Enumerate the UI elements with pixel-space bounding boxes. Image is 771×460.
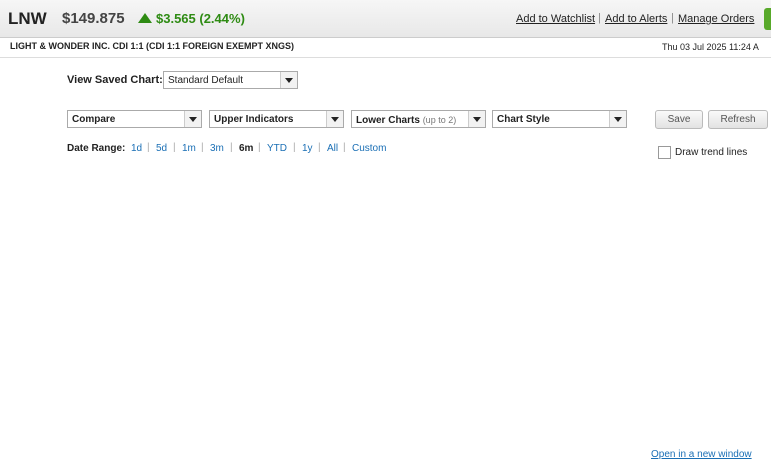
- range-link[interactable]: 1y: [302, 143, 313, 154]
- link[interactable]: Add to Watchlist: [516, 13, 596, 25]
- dropdown-label: Upper Indicators: [214, 114, 294, 125]
- range-link[interactable]: Custom: [352, 143, 387, 154]
- top-bar: [0, 0, 771, 38]
- range-link[interactable]: 3m: [210, 143, 224, 154]
- dropdown[interactable]: Compare: [67, 110, 202, 128]
- link[interactable]: Manage Orders: [678, 13, 755, 25]
- sep: |: [671, 12, 674, 24]
- range-label: Date Range:: [67, 143, 126, 154]
- up-arrow: 180170160150140130120'25FebruaryMarchApr…: [138, 13, 152, 23]
- sep: |: [147, 142, 150, 153]
- sep: |: [258, 142, 261, 153]
- dropdown-label: Chart Style: [497, 114, 550, 125]
- sep: |: [293, 142, 296, 153]
- company: LIGHT & WONDER INC. CDI 1:1 (CDI 1:1 FOR…: [10, 41, 295, 51]
- dropdown[interactable]: Chart Style: [492, 110, 627, 128]
- green-button[interactable]: [764, 8, 771, 30]
- sep: |: [343, 142, 346, 153]
- sep: |: [598, 12, 601, 24]
- new-window-link[interactable]: Open in a new window: [651, 449, 752, 460]
- dropdown-label: Compare: [72, 114, 116, 125]
- dropdown[interactable]: Lower Charts (up to 2): [351, 110, 486, 128]
- sep: |: [318, 142, 321, 153]
- info-bar: [0, 38, 771, 58]
- sep: |: [173, 142, 176, 153]
- range-link[interactable]: All: [327, 143, 339, 154]
- range-link[interactable]: YTD: [267, 143, 287, 154]
- sep: |: [230, 142, 233, 153]
- refresh-button[interactable]: Refresh: [708, 110, 768, 129]
- change: $3.565 (2.44%): [156, 11, 245, 26]
- trend-label: Draw trend lines: [675, 147, 748, 158]
- range-link[interactable]: 5d: [156, 143, 168, 154]
- datetime: Thu 03 Jul 2025 11:24 A: [662, 42, 759, 52]
- range-link[interactable]: 1d: [131, 143, 143, 154]
- saved-label: View Saved Chart:: [67, 74, 163, 86]
- saved-value: Standard Default: [168, 75, 244, 86]
- checkbox[interactable]: [658, 146, 671, 159]
- dropdown-hint: (up to 2): [422, 115, 457, 125]
- sep: |: [201, 142, 204, 153]
- save-button[interactable]: Save: [655, 110, 703, 129]
- symbol: LNW: [8, 9, 47, 28]
- saved-select[interactable]: Standard Default: [163, 71, 298, 89]
- dropdown-label: Lower Charts: [356, 115, 420, 126]
- price: $149.875: [62, 10, 125, 27]
- range-link[interactable]: 1m: [182, 143, 196, 154]
- range-link[interactable]: 6m: [239, 143, 254, 154]
- dropdown[interactable]: Upper Indicators: [209, 110, 344, 128]
- link[interactable]: Add to Alerts: [605, 13, 668, 25]
